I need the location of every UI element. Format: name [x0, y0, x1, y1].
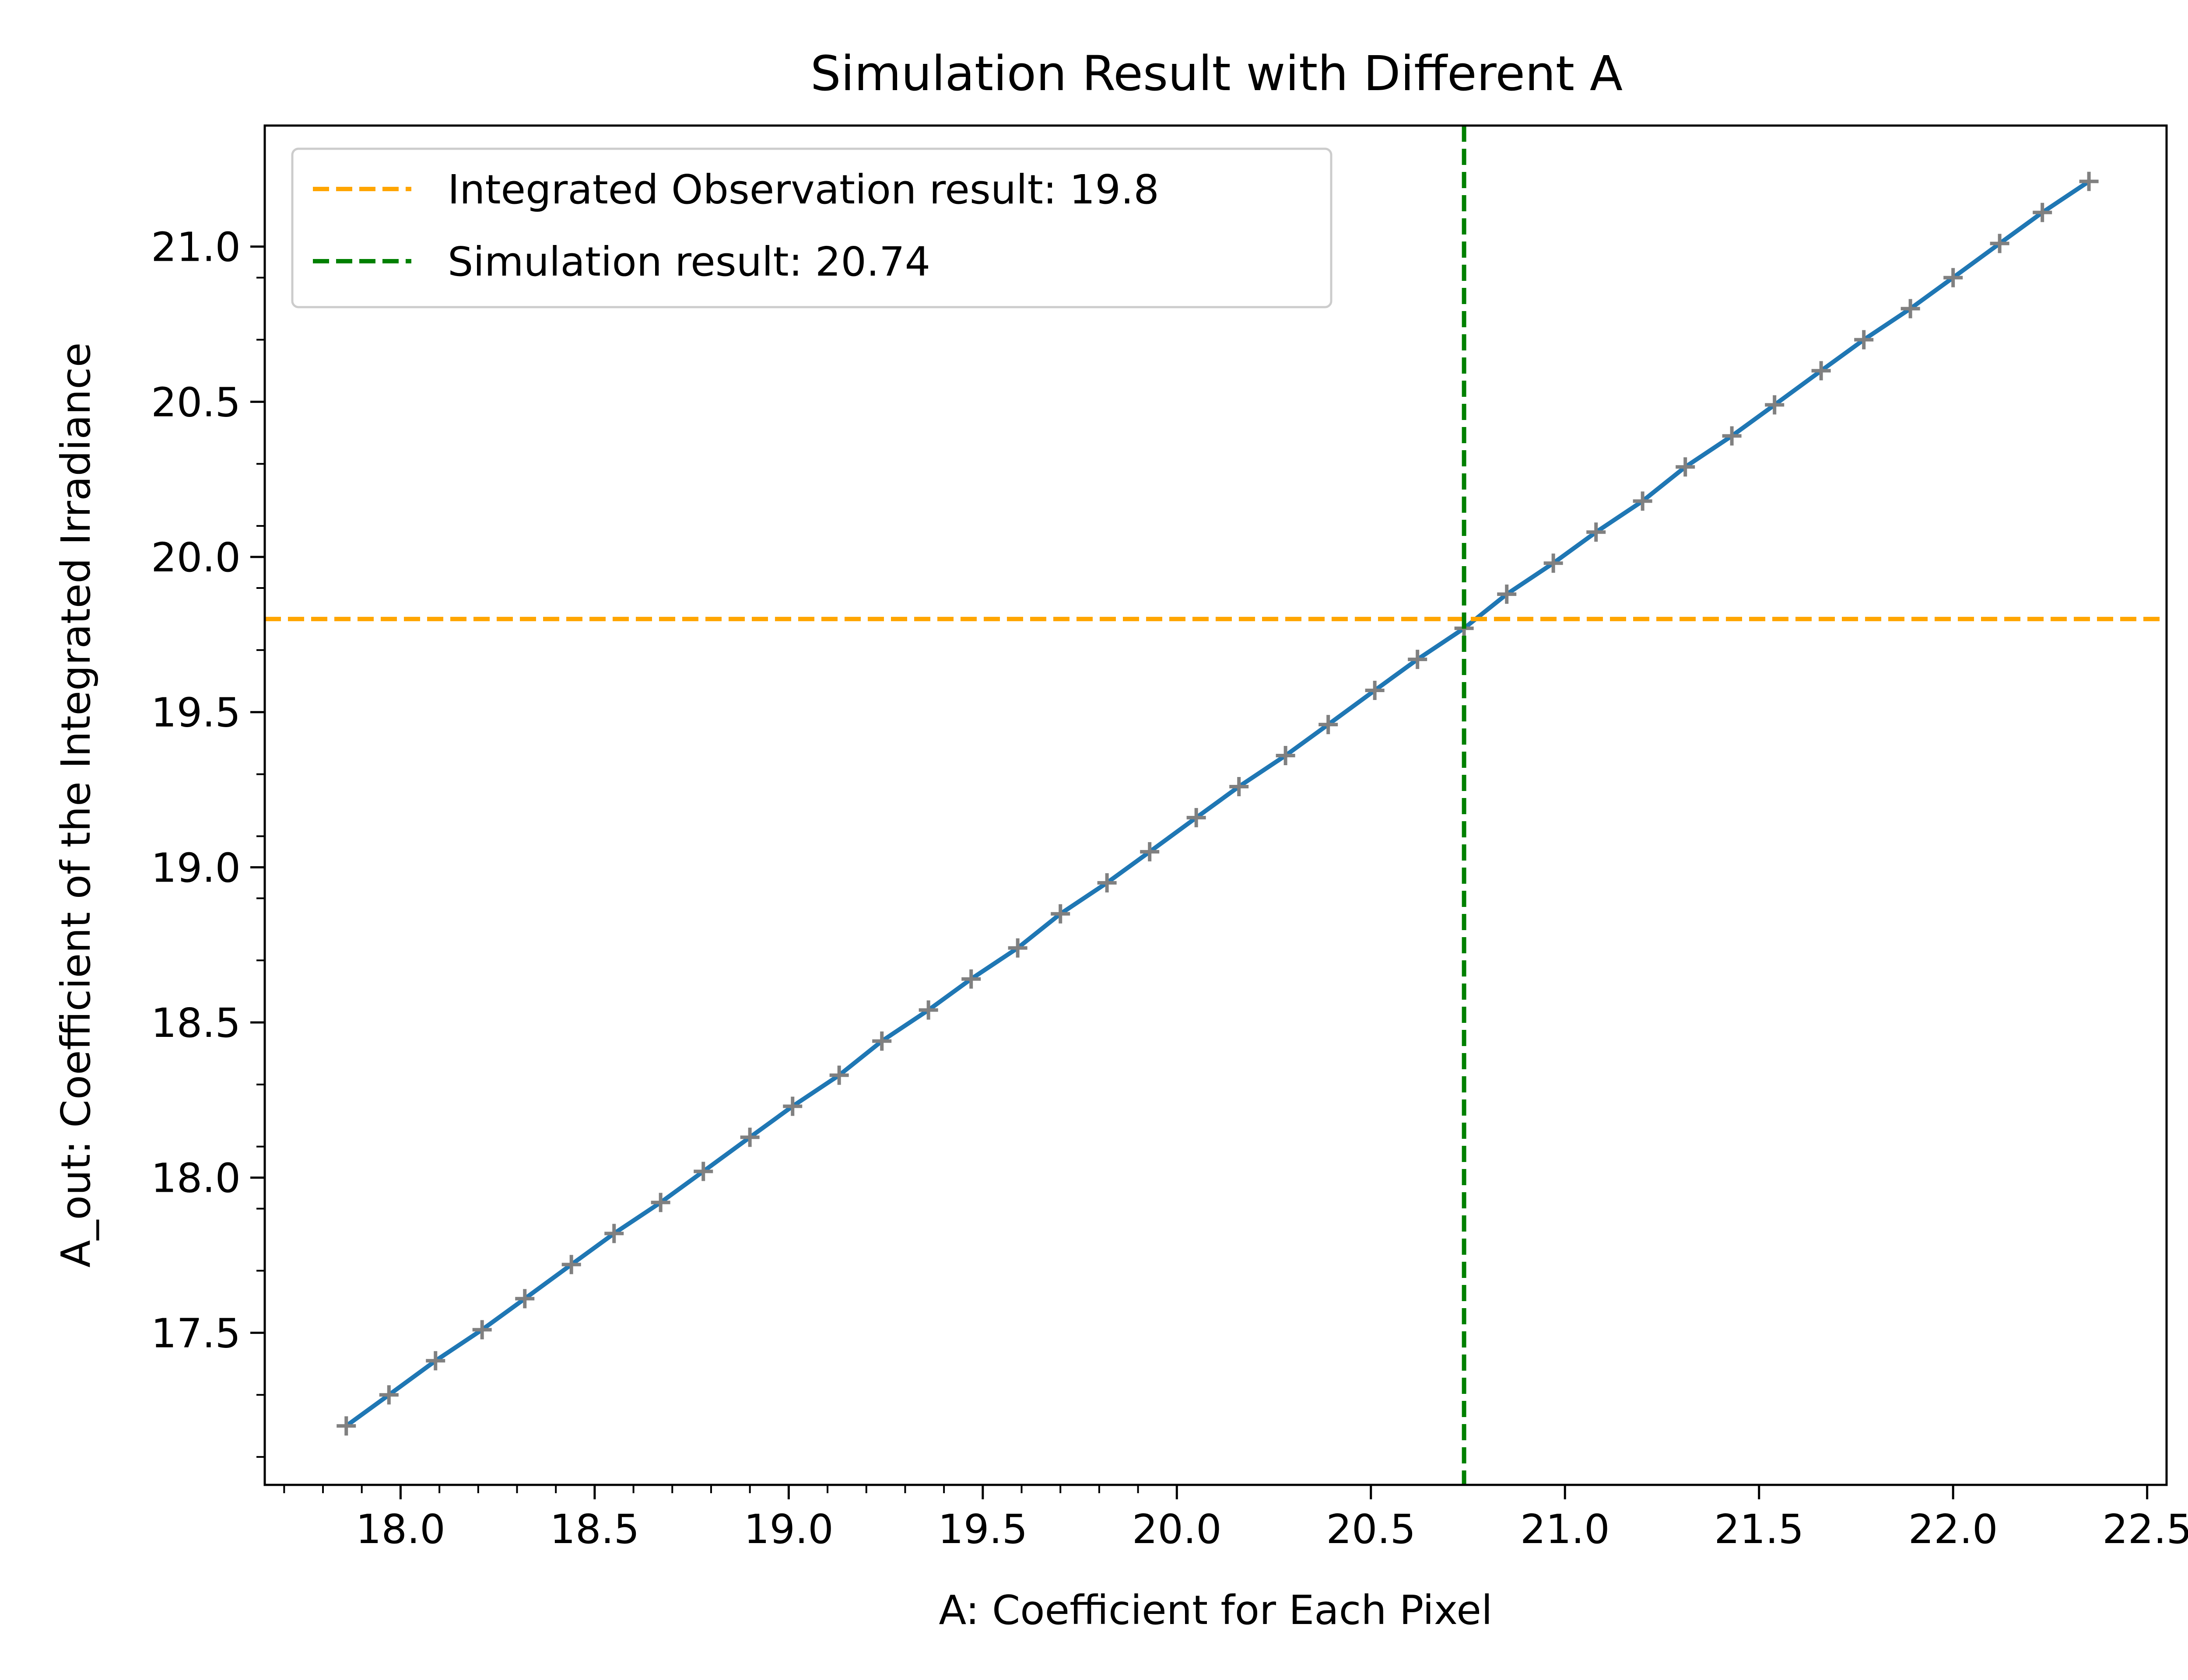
data-point — [1318, 715, 1338, 735]
data-point — [1229, 777, 1249, 796]
x-tick-label: 19.5 — [938, 1506, 1027, 1553]
data-point — [561, 1255, 581, 1274]
data-point — [1676, 457, 1695, 477]
data-point — [1497, 584, 1517, 604]
data-point — [604, 1224, 624, 1243]
data-point — [961, 969, 981, 989]
y-tick-label: 19.0 — [151, 844, 241, 891]
data-point — [337, 1416, 356, 1436]
data-point — [1900, 299, 1920, 318]
y-axis-label: A_out: Coefficient of the Integrated Irr… — [53, 343, 99, 1268]
legend-label-observation: Integrated Observation result: 19.8 — [448, 166, 1159, 213]
y-tick-label: 21.0 — [151, 224, 241, 271]
y-tick-label: 18.5 — [151, 1000, 241, 1046]
chart-title: Simulation Result with Different A — [810, 46, 1623, 102]
plot-marks — [265, 126, 2167, 1485]
x-axis-label: A: Coefficient for Each Pixel — [939, 1587, 1492, 1634]
legend-label-simulation: Simulation result: 20.74 — [448, 238, 930, 285]
data-point — [783, 1096, 803, 1116]
data-point — [1722, 426, 1742, 446]
data-point — [1943, 268, 1963, 287]
x-tick-label: 22.0 — [1908, 1506, 1998, 1553]
data-point — [2033, 203, 2052, 222]
data-point — [1586, 522, 1606, 542]
x-tick-label: 20.5 — [1326, 1506, 1416, 1553]
y-tick-label: 20.0 — [151, 534, 241, 581]
data-point — [515, 1289, 535, 1309]
plot-area — [265, 126, 2167, 1485]
y-tick-label: 17.5 — [151, 1310, 241, 1357]
legend-box — [291, 147, 1332, 308]
data-point — [379, 1385, 399, 1405]
data-point — [426, 1351, 445, 1371]
x-tick-label: 18.5 — [550, 1506, 639, 1553]
data-point — [919, 1000, 938, 1020]
data-point — [1633, 491, 1652, 511]
data-point — [1811, 361, 1831, 381]
plot-frame — [263, 124, 2168, 1486]
data-point — [694, 1162, 713, 1181]
data-point — [1543, 553, 1563, 573]
series-line — [344, 179, 2091, 1428]
legend: Integrated Observation result: 19.8 Simu… — [291, 147, 1332, 308]
data-point — [2079, 172, 2099, 191]
y-tick-label: 18.0 — [151, 1155, 241, 1202]
data-point — [872, 1031, 892, 1051]
axis-ticks: 18.0 18.5 19.0 19.5 20.0 20.5 21.0 21.5 22.0 22.5… — [151, 224, 2188, 1553]
data-point — [1276, 746, 1295, 766]
x-tick-label: 20.0 — [1132, 1506, 1222, 1553]
data-point — [740, 1127, 760, 1147]
data-point — [1408, 650, 1427, 669]
data-point — [1365, 681, 1385, 700]
x-tick-label: 18.0 — [356, 1506, 445, 1553]
data-point — [472, 1320, 492, 1340]
data-point — [1097, 873, 1117, 892]
data-point — [1051, 904, 1070, 924]
data-point — [829, 1065, 849, 1085]
x-tick-label: 19.0 — [744, 1506, 834, 1553]
x-tick-label: 21.5 — [1714, 1506, 1804, 1553]
x-tick-label: 22.5 — [2102, 1506, 2188, 1553]
data-point — [1990, 234, 2009, 253]
x-tick-label: 21.0 — [1520, 1506, 1610, 1553]
data-point — [1854, 330, 1874, 350]
data-point — [1008, 938, 1027, 958]
data-point — [1140, 842, 1160, 861]
data-point — [651, 1193, 670, 1212]
y-tick-label: 20.5 — [151, 379, 241, 426]
data-point — [1765, 395, 1785, 415]
data-point — [1186, 808, 1206, 827]
y-tick-label: 19.5 — [151, 690, 241, 736]
